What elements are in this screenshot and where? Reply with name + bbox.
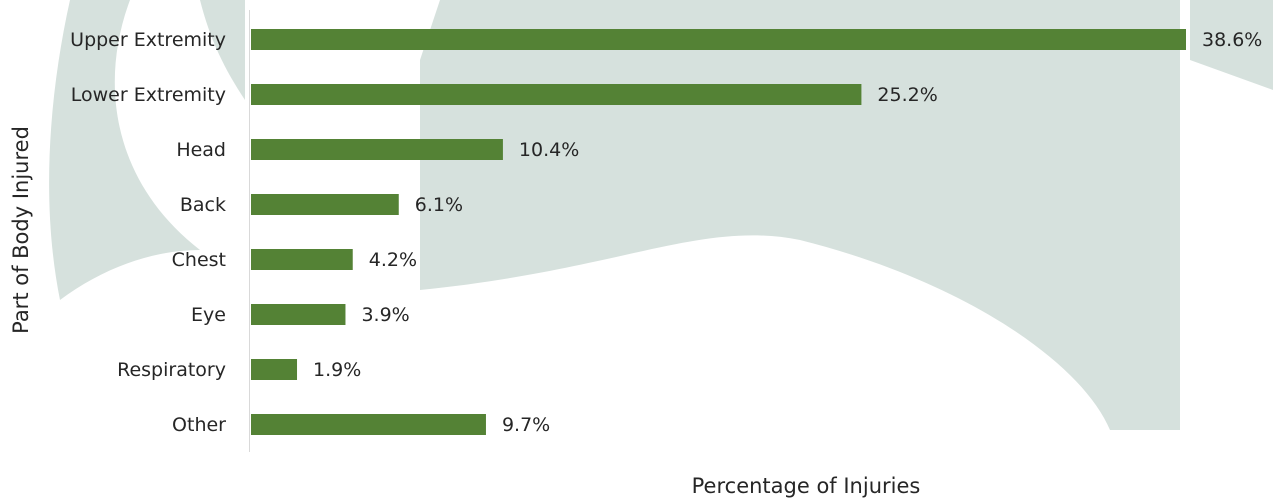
- y-tick-label: Chest: [172, 249, 226, 271]
- data-label: 4.2%: [369, 249, 417, 271]
- x-axis-title: Percentage of Injuries: [692, 474, 921, 498]
- bar: [251, 359, 297, 380]
- bar: [251, 29, 1186, 50]
- bar: [251, 84, 861, 105]
- chart: Percentage of Injuries Part of Body Inju…: [0, 0, 1273, 500]
- bar: [251, 139, 503, 160]
- watermark-shape: [420, 0, 1180, 430]
- data-label: 25.2%: [877, 84, 937, 106]
- data-label: 10.4%: [519, 139, 579, 161]
- bar: [251, 194, 399, 215]
- data-label: 9.7%: [502, 414, 550, 436]
- y-tick-label: Lower Extremity: [71, 84, 226, 106]
- data-label: 38.6%: [1202, 29, 1262, 51]
- bar: [251, 414, 486, 435]
- y-axis-title: Part of Body Injured: [9, 126, 33, 334]
- data-label: 3.9%: [361, 304, 409, 326]
- y-tick-label: Respiratory: [117, 359, 226, 381]
- background-watermark: [49, 0, 1273, 430]
- data-label: 6.1%: [415, 194, 463, 216]
- data-label: 1.9%: [313, 359, 361, 381]
- bar: [251, 304, 345, 325]
- y-tick-label: Other: [172, 414, 226, 436]
- y-tick-label: Head: [176, 139, 226, 161]
- y-tick-label: Back: [180, 194, 226, 216]
- bar: [251, 249, 353, 270]
- y-tick-label: Upper Extremity: [70, 29, 226, 51]
- y-tick-label: Eye: [191, 304, 226, 326]
- page: {"chart_data": {"type": "bar", "orientat…: [0, 0, 1273, 500]
